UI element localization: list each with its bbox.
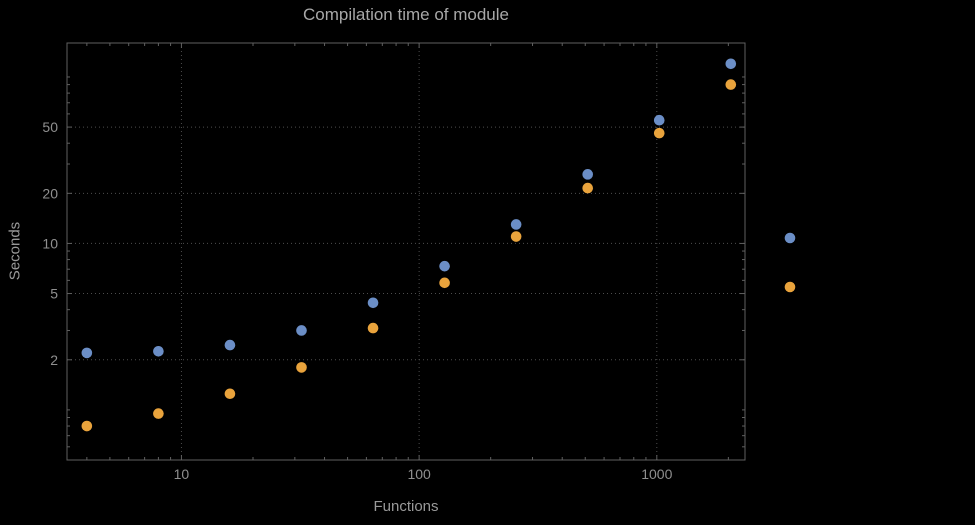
data-point-blue-series: [582, 169, 594, 180]
data-point-orange-series: [653, 127, 665, 139]
x-tick-label: 10: [174, 466, 190, 482]
y-axis-label: Seconds: [6, 221, 24, 281]
data-point-orange-series: [725, 79, 737, 90]
chart-title: Compilation time of module: [303, 5, 509, 24]
y-tick-label: 5: [50, 286, 58, 302]
data-point-blue-series: [81, 347, 93, 359]
x-tick-label: 100: [407, 466, 431, 482]
y-tick-label: 10: [42, 235, 58, 251]
data-point-orange-series: [153, 408, 164, 419]
y-tick-label: 2: [50, 352, 58, 368]
data-point-blue-series: [296, 325, 307, 336]
data-point-orange-series: [439, 277, 450, 289]
data-point-blue-series: [510, 219, 522, 230]
data-point-orange-series: [367, 322, 379, 334]
data-point-blue-series: [439, 260, 450, 272]
x-tick-label: 1000: [641, 466, 672, 482]
data-point-orange-series: [224, 388, 236, 400]
data-point-blue-series: [224, 339, 236, 351]
data-point-blue-series: [153, 345, 164, 357]
data-point-orange-series: [510, 231, 522, 242]
data-point-blue-series: [725, 58, 737, 70]
data-point-blue-series: [653, 114, 665, 126]
y-tick-label: 20: [42, 185, 58, 201]
legend-marker-orange-series: [784, 281, 796, 293]
data-point-orange-series: [582, 182, 594, 194]
y-tick-label: 50: [42, 119, 58, 135]
plot-frame: [66, 42, 746, 461]
data-point-blue-series: [367, 297, 379, 309]
data-point-orange-series: [296, 362, 307, 373]
data-point-orange-series: [81, 420, 93, 432]
x-axis-label: Functions: [373, 498, 439, 515]
legend-marker-blue-series: [784, 232, 796, 244]
